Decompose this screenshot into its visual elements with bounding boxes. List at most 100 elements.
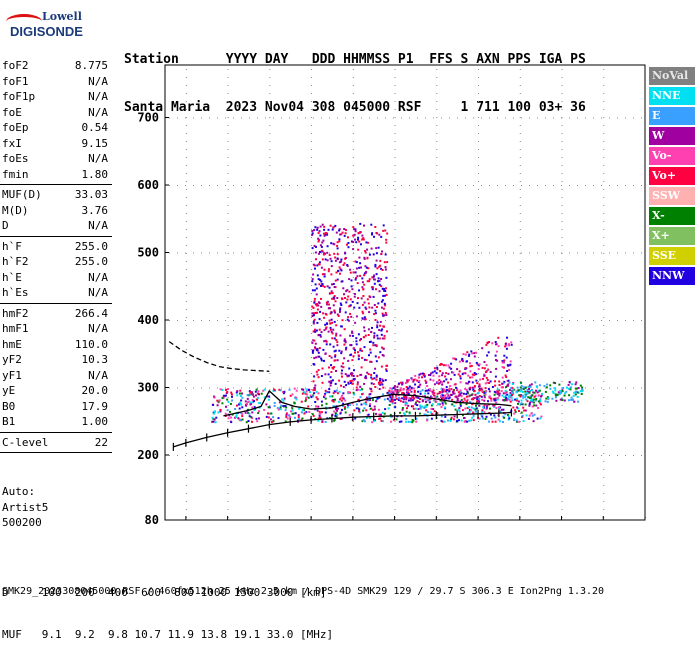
grid-dot bbox=[561, 469, 563, 470]
param-separator bbox=[0, 452, 112, 453]
grid-dot bbox=[227, 101, 229, 102]
echo-point bbox=[408, 411, 411, 414]
echo-point bbox=[409, 399, 412, 402]
echo-point bbox=[317, 334, 320, 337]
grid-dot bbox=[185, 253, 187, 254]
echo-point bbox=[477, 368, 480, 371]
echo-point bbox=[315, 348, 318, 351]
grid-dot bbox=[257, 455, 258, 456]
grid-dot bbox=[553, 455, 554, 456]
grid-dot bbox=[561, 445, 563, 446]
echo-point bbox=[224, 412, 227, 415]
echo-point bbox=[329, 328, 332, 331]
echo-point bbox=[406, 379, 409, 382]
echo-point bbox=[545, 386, 548, 389]
grid-dot bbox=[609, 320, 610, 321]
grid-dot bbox=[436, 149, 438, 150]
echo-point bbox=[478, 385, 481, 388]
grid-dot bbox=[185, 85, 187, 86]
grid-dot bbox=[473, 117, 474, 119]
echo-point bbox=[401, 408, 404, 411]
echo-point bbox=[385, 314, 388, 316]
grid-dot bbox=[513, 520, 514, 521]
echo-point bbox=[450, 362, 453, 365]
grid-dot bbox=[394, 341, 396, 342]
grid-dot bbox=[311, 365, 313, 366]
grid-dot bbox=[425, 117, 426, 119]
grid-dot bbox=[394, 125, 396, 126]
grid-dot bbox=[169, 252, 170, 254]
echo-point bbox=[426, 389, 429, 392]
echo-point bbox=[574, 383, 577, 386]
echo-point bbox=[354, 417, 357, 420]
echo-point bbox=[321, 404, 323, 407]
param-value: 110.0 bbox=[74, 337, 108, 351]
echo-point bbox=[347, 295, 350, 298]
echo-point bbox=[460, 398, 463, 401]
echo-point bbox=[496, 390, 499, 392]
echo-point bbox=[495, 343, 497, 346]
grid-dot bbox=[394, 157, 396, 158]
echo-point bbox=[314, 283, 317, 286]
echo-point bbox=[291, 407, 294, 410]
param-value: 17.9 bbox=[81, 399, 109, 413]
echo-point bbox=[320, 331, 323, 334]
grid-dot bbox=[289, 117, 290, 119]
param-value: 9.15 bbox=[81, 136, 109, 150]
grid-dot bbox=[601, 520, 602, 521]
grid-dot bbox=[394, 365, 396, 366]
grid-dot bbox=[311, 229, 313, 230]
grid-dot bbox=[478, 493, 480, 494]
echo-point bbox=[240, 399, 243, 402]
grid-dot bbox=[603, 469, 605, 470]
echo-point bbox=[377, 302, 380, 305]
echo-point bbox=[334, 300, 337, 303]
grid-dot bbox=[269, 405, 271, 406]
grid-dot bbox=[352, 181, 354, 182]
echo-point bbox=[471, 373, 474, 376]
echo-point bbox=[539, 417, 542, 420]
echo-point bbox=[336, 257, 339, 260]
echo-point bbox=[342, 366, 345, 369]
grid-dot bbox=[353, 387, 354, 389]
echo-point bbox=[238, 403, 240, 406]
echo-point bbox=[272, 389, 275, 392]
echo-point bbox=[513, 418, 516, 421]
grid-dot bbox=[209, 185, 210, 186]
echo-point bbox=[538, 389, 541, 392]
param-label: fxI bbox=[2, 136, 22, 150]
echo-point bbox=[330, 364, 332, 367]
echo-point bbox=[316, 373, 319, 376]
echo-point bbox=[432, 408, 435, 411]
echo-point bbox=[503, 396, 506, 399]
echo-point bbox=[493, 414, 496, 417]
grid-dot bbox=[227, 165, 229, 166]
echo-point bbox=[343, 338, 346, 341]
grid-dot bbox=[645, 397, 646, 398]
echo-point bbox=[426, 419, 429, 422]
grid-dot bbox=[478, 349, 480, 350]
grid-dot bbox=[352, 85, 354, 86]
echo-point bbox=[350, 382, 352, 384]
echo-point bbox=[477, 399, 480, 402]
echo-point bbox=[481, 347, 484, 350]
grid-dot bbox=[436, 437, 438, 438]
grid-dot bbox=[473, 455, 474, 456]
grid-dot bbox=[227, 133, 229, 134]
echo-point bbox=[475, 379, 478, 382]
grid-dot bbox=[185, 245, 187, 246]
echo-point bbox=[501, 394, 504, 397]
echo-point bbox=[361, 420, 364, 423]
echo-point bbox=[352, 391, 355, 394]
echo-point bbox=[385, 293, 388, 296]
echo-point bbox=[433, 367, 436, 370]
grid-dot bbox=[385, 320, 386, 321]
echo-point bbox=[456, 399, 459, 402]
echo-point bbox=[350, 285, 353, 288]
grid-dot bbox=[505, 455, 506, 456]
echo-point bbox=[476, 392, 479, 395]
grid-dot bbox=[269, 221, 271, 222]
grid-dot bbox=[289, 520, 290, 521]
grid-dot bbox=[436, 165, 438, 166]
grid-dot bbox=[185, 437, 187, 438]
